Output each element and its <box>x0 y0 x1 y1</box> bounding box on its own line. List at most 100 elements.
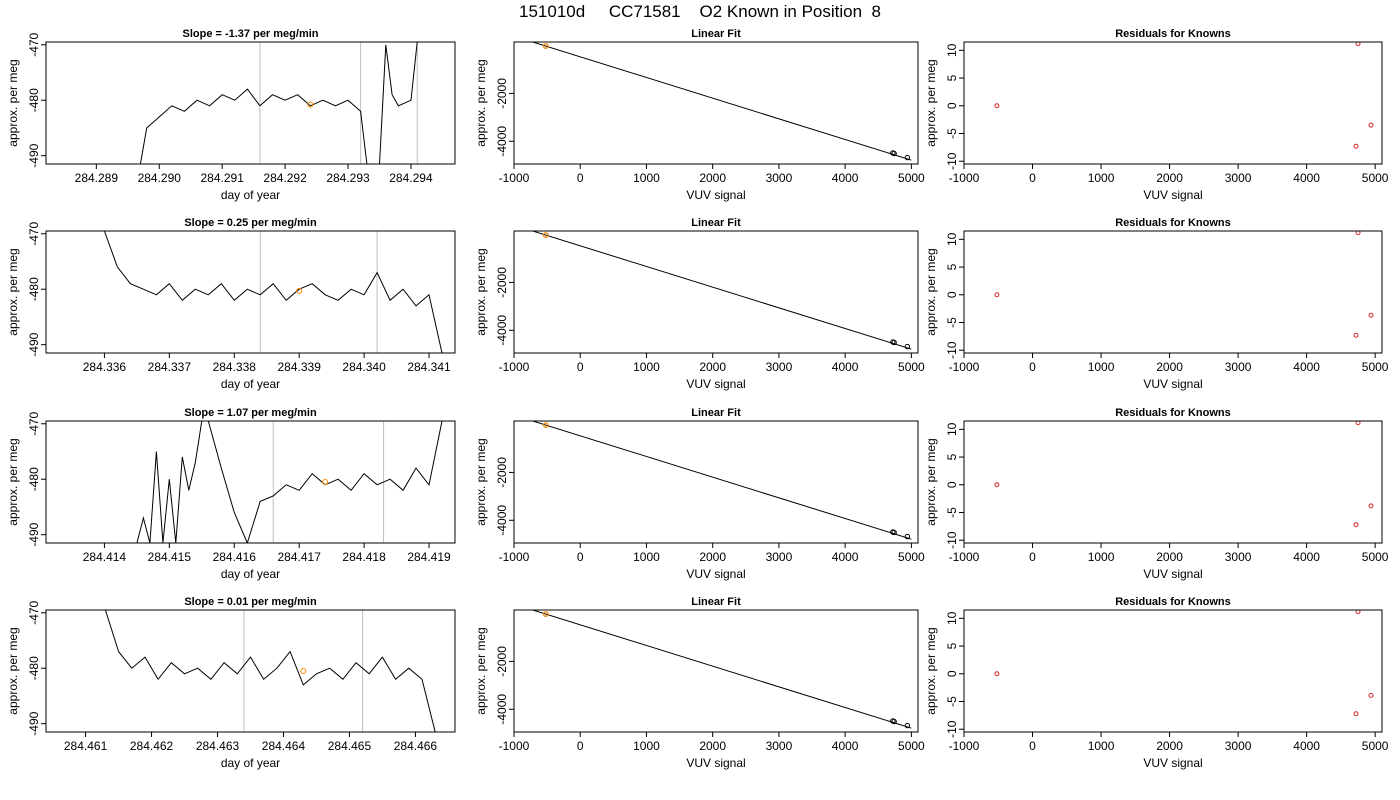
x-tick-label: 284.341 <box>407 360 451 374</box>
residual-point <box>1368 122 1374 128</box>
x-tick-label: 0 <box>1029 739 1036 753</box>
x-axis-label: VUV signal <box>686 377 745 391</box>
y-tick-label: -470 <box>27 32 41 56</box>
x-tick-label: 284.336 <box>83 360 127 374</box>
x-tick-label: 284.416 <box>213 550 257 564</box>
data-point <box>904 533 911 540</box>
plot-frame <box>513 609 919 733</box>
y-tick-label: 10 <box>945 232 959 246</box>
y-tick-label: -490 <box>27 332 41 356</box>
plot-frame <box>45 609 456 733</box>
plot-area <box>104 610 436 732</box>
plot-area <box>994 231 1374 338</box>
y-axis-label: approx. per meg <box>474 438 488 525</box>
highlight-point <box>296 287 303 294</box>
y-tick-label: -5 <box>945 128 959 139</box>
x-axis-label: day of year <box>221 567 280 581</box>
panel-title: Residuals for Knowns <box>1115 596 1231 608</box>
residual-point <box>1368 503 1374 509</box>
y-tick-label: -4000 <box>495 315 509 346</box>
x-tick-label: 284.414 <box>83 550 127 564</box>
x-tick-label: 5000 <box>898 360 925 374</box>
fit-line <box>531 610 912 729</box>
x-axis-label: VUV signal <box>686 188 745 202</box>
y-tick-label: -10 <box>945 531 959 549</box>
x-tick-label: 284.338 <box>213 360 257 374</box>
y-tick-label: 10 <box>945 422 959 436</box>
y-tick-label: 10 <box>945 611 959 625</box>
plot-frame <box>963 609 1383 733</box>
residual-point <box>1355 231 1361 236</box>
x-tick-label: 1000 <box>1088 360 1115 374</box>
x-tick-label: 2000 <box>1156 360 1183 374</box>
y-tick-label: -10 <box>945 341 959 359</box>
x-tick-label: 2000 <box>699 550 726 564</box>
y-axis-label: approx. per meg <box>924 627 938 714</box>
plot-area <box>994 42 1374 149</box>
plot-area <box>531 231 912 350</box>
y-tick-label: -2000 <box>495 457 509 488</box>
data-point <box>891 339 897 346</box>
x-tick-label: 3000 <box>766 550 793 564</box>
residual-point <box>1355 42 1361 47</box>
series-line <box>104 610 436 732</box>
y-tick-label: -5 <box>945 507 959 518</box>
y-tick-label: -4000 <box>495 694 509 725</box>
y-axis-label: approx. per meg <box>924 438 938 525</box>
x-tick-label: 284.419 <box>407 550 451 564</box>
y-axis-label: approx. per meg <box>6 438 20 525</box>
x-tick-label: -1000 <box>949 360 980 374</box>
x-tick-label: 284.418 <box>342 550 386 564</box>
panel-title: Residuals for Knowns <box>1115 217 1231 229</box>
panel-11: Linear Fit -1000 0 1000 2000 3000 4000 5000 -200… <box>474 596 925 770</box>
x-tick-label: 284.464 <box>262 739 306 753</box>
residual-point <box>1353 711 1359 717</box>
x-tick-label: -1000 <box>949 171 980 185</box>
panel-9: Residuals for Knowns -1000 0 1000 2000 3000 40… <box>924 407 1389 581</box>
panel-1: Slope = -1.37 per meg/min 284.289 284.290 2… <box>6 28 456 202</box>
y-tick-label: -480 <box>27 656 41 680</box>
x-tick-label: 0 <box>577 550 584 564</box>
y-tick-label: 5 <box>945 453 959 460</box>
residual-point <box>994 671 1000 677</box>
x-tick-label: 284.289 <box>75 171 119 185</box>
x-tick-label: 4000 <box>1293 171 1320 185</box>
x-tick-label: 3000 <box>766 171 793 185</box>
x-axis-label: VUV signal <box>1143 188 1202 202</box>
x-tick-label: -1000 <box>949 739 980 753</box>
panel-title: Linear Fit <box>691 407 741 419</box>
x-tick-label: 1000 <box>633 360 660 374</box>
x-tick-label: 284.294 <box>389 171 433 185</box>
plot-area <box>103 231 443 353</box>
x-tick-label: 1000 <box>1088 171 1115 185</box>
x-tick-label: 2000 <box>699 739 726 753</box>
x-tick-label: 284.462 <box>130 739 174 753</box>
x-tick-label: -1000 <box>499 550 530 564</box>
x-tick-label: 5000 <box>1362 360 1389 374</box>
plot-frame <box>963 230 1383 354</box>
y-tick-label: 10 <box>945 43 959 57</box>
plot-frame <box>513 420 919 544</box>
highlight-point <box>322 479 329 485</box>
x-tick-label: 284.293 <box>326 171 370 185</box>
y-tick-label: -490 <box>27 522 41 546</box>
y-axis-label: approx. per meg <box>474 627 488 714</box>
fit-line <box>531 231 912 350</box>
panel-2: Linear Fit -1000 0 1000 2000 3000 4000 5000 -200… <box>474 28 925 202</box>
y-tick-label: -2000 <box>495 267 509 298</box>
x-tick-label: 3000 <box>1225 550 1252 564</box>
x-tick-label: -1000 <box>499 739 530 753</box>
residual-point <box>1368 312 1374 318</box>
plot-area <box>994 610 1374 717</box>
residual-point <box>994 482 1000 488</box>
y-axis-label: approx. per meg <box>474 59 488 146</box>
x-tick-label: 0 <box>1029 171 1036 185</box>
panel-3: Residuals for Knowns -1000 0 1000 2000 3000 40… <box>924 28 1389 202</box>
y-tick-label: 0 <box>945 670 959 677</box>
plot-area <box>531 42 912 161</box>
y-tick-label: 0 <box>945 481 959 488</box>
highlight-point <box>300 668 307 674</box>
x-tick-label: 5000 <box>1362 171 1389 185</box>
x-tick-label: 3000 <box>1225 171 1252 185</box>
x-tick-label: 4000 <box>1293 550 1320 564</box>
